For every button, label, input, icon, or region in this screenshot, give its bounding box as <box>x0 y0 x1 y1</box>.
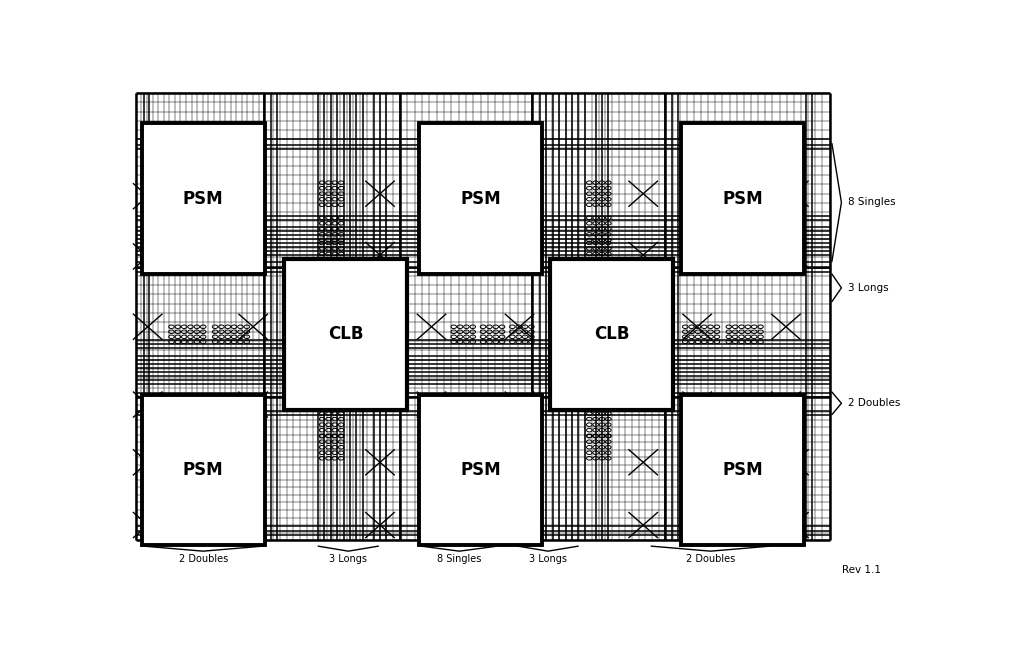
Text: CLB: CLB <box>328 325 363 344</box>
Text: 8 Singles: 8 Singles <box>437 554 482 564</box>
Text: PSM: PSM <box>460 190 501 208</box>
Text: CLB: CLB <box>593 325 629 344</box>
Text: 8 Singles: 8 Singles <box>848 198 895 207</box>
Text: 3 Longs: 3 Longs <box>848 283 888 293</box>
Text: PSM: PSM <box>722 461 762 479</box>
Text: PSM: PSM <box>183 190 223 208</box>
Text: PSM: PSM <box>722 190 762 208</box>
Bar <box>419 123 542 274</box>
Bar <box>681 123 804 274</box>
Bar <box>284 259 407 409</box>
Bar <box>550 259 673 409</box>
Text: 3 Longs: 3 Longs <box>329 554 367 564</box>
Text: 2 Doubles: 2 Doubles <box>686 554 736 564</box>
Text: 2 Doubles: 2 Doubles <box>848 398 900 408</box>
Bar <box>419 394 542 545</box>
Bar <box>142 123 265 274</box>
Bar <box>681 394 804 545</box>
Text: 3 Longs: 3 Longs <box>529 554 567 564</box>
Bar <box>142 394 265 545</box>
Text: Rev 1.1: Rev 1.1 <box>842 565 881 575</box>
Text: PSM: PSM <box>460 461 501 479</box>
Text: 2 Doubles: 2 Doubles <box>179 554 228 564</box>
Text: PSM: PSM <box>183 461 223 479</box>
